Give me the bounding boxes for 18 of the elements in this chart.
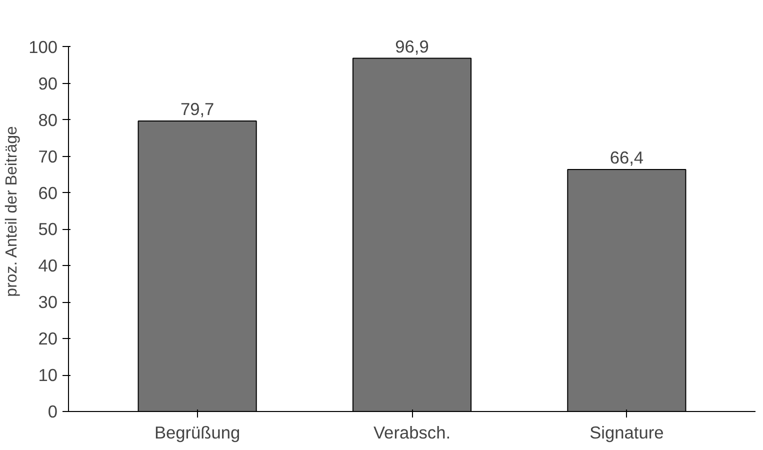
x-tick-label: Begrüßung bbox=[154, 422, 240, 442]
data-label: 96,9 bbox=[395, 36, 429, 56]
y-tick-label: 80 bbox=[38, 110, 58, 130]
y-tick-label: 30 bbox=[38, 292, 58, 312]
y-tick-label: 20 bbox=[38, 328, 58, 349]
y-axis-title: proz. Anteil der Beiträge bbox=[4, 126, 21, 297]
y-tick-label: 40 bbox=[38, 256, 58, 276]
x-tick-label: Signature bbox=[590, 422, 664, 442]
data-label: 66,4 bbox=[610, 147, 644, 168]
data-label: 79,7 bbox=[180, 98, 214, 119]
y-tick-label: 0 bbox=[48, 402, 58, 422]
y-tick-label: 50 bbox=[38, 219, 58, 240]
x-tick-label: Verabsch. bbox=[373, 422, 451, 442]
y-tick-label: 60 bbox=[38, 182, 58, 203]
y-tick-label: 90 bbox=[38, 73, 58, 94]
y-tick-label: 10 bbox=[38, 365, 58, 386]
y-tick-label: 100 bbox=[28, 36, 58, 57]
y-tick-label: 70 bbox=[38, 146, 58, 166]
